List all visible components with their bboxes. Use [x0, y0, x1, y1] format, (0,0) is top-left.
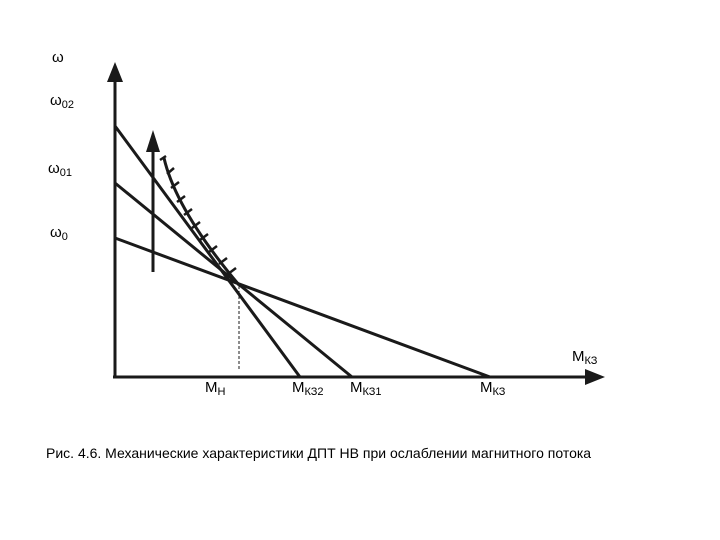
characteristic-line-nominal-flux [114, 236, 491, 379]
m-nominal-label: MН [205, 379, 226, 398]
x-axis-label: MКЗ [572, 348, 598, 367]
m-kz1-label: MКЗ1 [350, 379, 382, 398]
y-axis-label: ω [52, 49, 64, 66]
characteristic-line-weak-flux [113, 125, 302, 378]
figure-caption: Рис. 4.6. Механические характеристики ДП… [46, 445, 592, 461]
x-axis-arrowhead [585, 369, 605, 385]
envelope-curve [162, 157, 241, 286]
flux-weakening-arrowhead [146, 130, 160, 152]
envelope-hatching [159, 154, 237, 275]
y-axis-arrowhead [107, 62, 123, 82]
omega-02-label: ω02 [50, 92, 74, 111]
m-kz2-label: MКЗ2 [292, 379, 324, 398]
omega-01-label: ω01 [48, 160, 72, 179]
m-kz-label: MКЗ [480, 379, 506, 398]
omega-0-label: ω0 [50, 224, 68, 243]
